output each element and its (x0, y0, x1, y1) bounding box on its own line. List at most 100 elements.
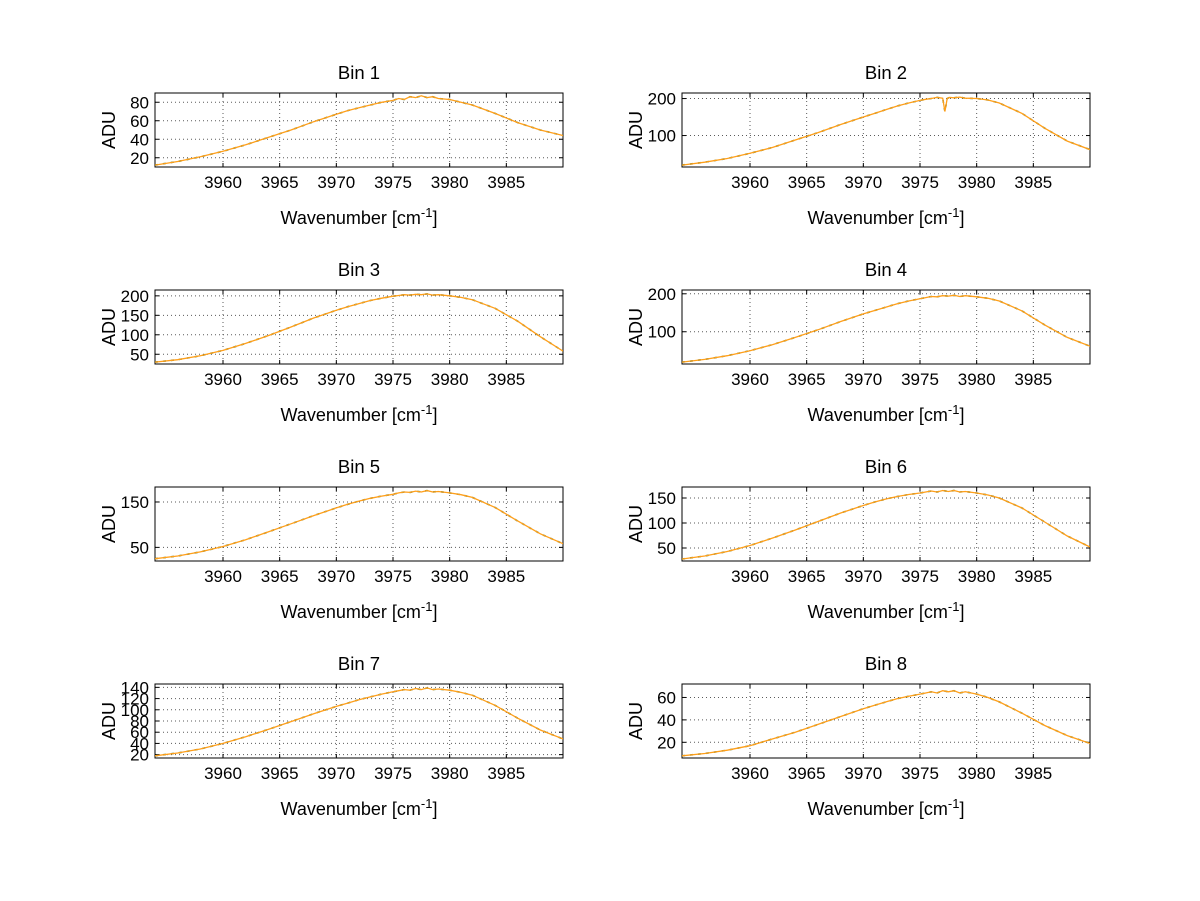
y-axis-label: ADU (626, 505, 646, 543)
x-tick-label: 3970 (844, 567, 882, 586)
x-tick-label: 3985 (487, 567, 525, 586)
subplot-bin-8: Bin 8 3960 3965 3970 3975 3980 3985 20 40 60 ADU Wa… (612, 648, 1152, 840)
axes-box (681, 683, 1091, 759)
x-tick-label: 3985 (1014, 567, 1052, 586)
subplot-bin-1: Bin 1 3960 3965 3970 3975 3980 3985 20 40 60 80 ADU… (85, 57, 625, 249)
x-tick-label: 3960 (204, 764, 242, 783)
y-tick-label: 120 (121, 690, 149, 709)
x-tick-label: 3970 (317, 764, 355, 783)
plot-bin-3: Bin 3 3960 3965 3970 3975 3980 3985 50100150200… (99, 259, 564, 425)
y-tick-label: 100 (648, 514, 676, 533)
x-tick-label: 3985 (487, 370, 525, 389)
x-axis-label: Wavenumber [cm-1] (281, 599, 438, 622)
series-group (155, 687, 563, 757)
chart-title: Bin 1 (338, 62, 380, 83)
x-tick-label: 3985 (1014, 173, 1052, 192)
x-tick-label: 3975 (901, 764, 939, 783)
x-tick-label: 3965 (788, 764, 826, 783)
y-tick-label: 200 (648, 285, 676, 304)
y-axis-label: ADU (99, 111, 119, 149)
x-tick-label: 3985 (487, 764, 525, 783)
x-axis-label: Wavenumber [cm-1] (281, 796, 438, 819)
plot-bin-8: Bin 8 3960 3965 3970 3975 3980 3985 20 40 60 ADU Wa… (626, 653, 1091, 819)
series-group (155, 293, 563, 363)
y-tick-label: 40 (130, 734, 149, 753)
y-tick-label: 100 (121, 701, 149, 720)
x-tick-label: 3965 (261, 764, 299, 783)
series-group (155, 94, 563, 166)
x-tick-label: 3980 (431, 173, 469, 192)
x-tick-label: 3980 (431, 567, 469, 586)
axes-box (681, 92, 1091, 168)
x-tick-label: 3965 (261, 370, 299, 389)
x-axis-label: Wavenumber [cm-1] (808, 402, 965, 425)
series-line (155, 95, 563, 166)
chart-title: Bin 7 (338, 653, 380, 674)
axes-box (154, 486, 564, 562)
y-axis-label: ADU (99, 702, 119, 740)
y-tick-label: 80 (130, 712, 149, 731)
axes-box (681, 486, 1091, 562)
series-group (682, 294, 1090, 363)
chart-title: Bin 8 (865, 653, 907, 674)
x-tick-label: 3980 (958, 764, 996, 783)
y-tick-label: 60 (130, 112, 149, 131)
y-tick-label: 50 (130, 538, 149, 557)
x-tick-label: 3960 (731, 567, 769, 586)
x-tick-label: 3960 (731, 173, 769, 192)
y-axis-label: ADU (99, 308, 119, 346)
x-tick-label: 3965 (788, 370, 826, 389)
series-line (155, 687, 563, 757)
x-tick-label: 3960 (731, 370, 769, 389)
series-underlay-line (155, 94, 563, 166)
y-tick-label: 20 (657, 733, 676, 752)
x-tick-label: 3980 (431, 370, 469, 389)
axes-box (154, 289, 564, 365)
subplot-bin-2: Bin 2 3960 3965 3970 3975 3980 3985 100 200 ADU Wa… (612, 57, 1152, 249)
series-line (682, 294, 1090, 363)
subplot-bin-5: Bin 5 3960 3965 3970 3975 3980 3985 50 150 ADU Wav… (85, 451, 625, 643)
y-tick-label: 20 (130, 746, 149, 765)
plot-bin-6: Bin 6 3960 3965 3970 3975 3980 3985 50 100 150ADU… (626, 456, 1091, 622)
x-axis-label: Wavenumber [cm-1] (808, 205, 965, 228)
series-line (682, 489, 1090, 560)
y-axis-label: ADU (626, 308, 646, 346)
y-axis-label: ADU (99, 505, 119, 543)
series-line (155, 293, 563, 363)
x-tick-label: 3980 (958, 567, 996, 586)
x-tick-label: 3980 (958, 370, 996, 389)
series-group (155, 489, 563, 560)
subplot-bin-3: Bin 3 3960 3965 3970 3975 3980 3985 50 100 150 200… (85, 254, 625, 446)
x-tick-label: 3980 (958, 173, 996, 192)
x-axis-label: Wavenumber [cm-1] (808, 796, 965, 819)
series-line (682, 96, 1090, 166)
x-tick-label: 3970 (844, 173, 882, 192)
series-line (155, 489, 563, 560)
chart-title: Bin 6 (865, 456, 907, 477)
x-axis-label: Wavenumber [cm-1] (281, 205, 438, 228)
x-tick-label: 3975 (901, 370, 939, 389)
x-tick-label: 3960 (204, 173, 242, 192)
y-axis-label: ADU (626, 702, 646, 740)
x-tick-label: 3965 (788, 567, 826, 586)
y-tick-label: 50 (130, 345, 149, 364)
x-tick-label: 3965 (261, 567, 299, 586)
x-tick-label: 3960 (204, 567, 242, 586)
y-tick-label: 150 (121, 306, 149, 325)
x-tick-label: 3980 (431, 764, 469, 783)
y-tick-label: 100 (121, 326, 149, 345)
series-group (682, 689, 1090, 757)
series-group (682, 96, 1090, 166)
x-tick-label: 3970 (317, 567, 355, 586)
chart-title: Bin 4 (865, 259, 907, 280)
x-tick-label: 3985 (1014, 764, 1052, 783)
x-tick-label: 3975 (374, 173, 412, 192)
x-tick-label: 3960 (731, 764, 769, 783)
y-tick-label: 100 (648, 323, 676, 342)
y-tick-label: 150 (121, 493, 149, 512)
chart-title: Bin 2 (865, 62, 907, 83)
